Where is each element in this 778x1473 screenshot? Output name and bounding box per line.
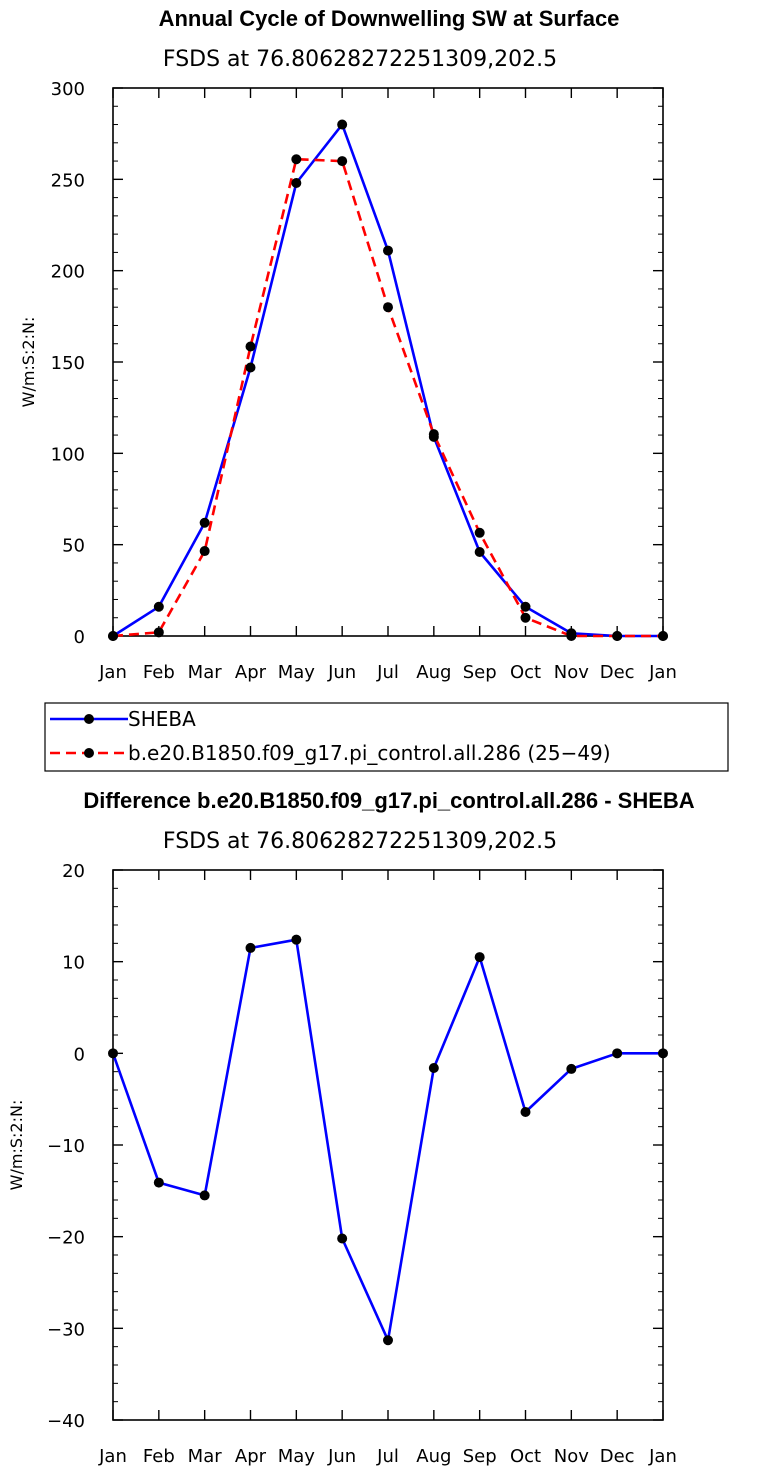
x-tick-label: Oct xyxy=(510,1446,541,1467)
data-point-series-1 xyxy=(428,429,439,440)
chart1-title: Annual Cycle of Downwelling SW at Surfac… xyxy=(159,6,620,31)
data-point-series-0 xyxy=(291,177,302,188)
data-point-series-0 xyxy=(153,1177,164,1188)
data-point-series-0 xyxy=(658,1048,668,1059)
x-tick-label: Dec xyxy=(600,662,635,683)
x-tick-label: Jul xyxy=(376,1446,399,1467)
data-point-series-1 xyxy=(566,631,577,641)
data-point-series-0 xyxy=(153,601,164,612)
data-point-series-0 xyxy=(108,1048,118,1059)
x-tick-label: Feb xyxy=(143,1446,175,1467)
chart1-axes: 0 50 100 150 200 250 300 Jan Feb Mar Apr May Jun Jul A… xyxy=(51,79,677,683)
chart1-series-layer xyxy=(108,119,668,641)
data-point-series-1 xyxy=(474,527,485,538)
y-tick-label: 100 xyxy=(51,444,85,465)
chart-difference: Difference b.e20.B1850.f09_g17.pi_contro… xyxy=(7,788,695,1467)
data-point-series-0 xyxy=(612,1048,623,1059)
data-point-series-0 xyxy=(383,245,393,256)
data-point-series-0 xyxy=(383,1335,393,1346)
chart1-subtitle: FSDS at 76.80628272251309,202.5 xyxy=(163,47,557,72)
y-tick-label: 20 xyxy=(62,861,85,882)
legend-label-sheba: SHEBA xyxy=(128,707,196,731)
y-tick-label: −20 xyxy=(47,1228,85,1249)
x-tick-label: Mar xyxy=(188,1446,223,1467)
y-tick-label: 0 xyxy=(74,1044,85,1065)
x-tick-label: May xyxy=(278,1446,316,1467)
data-point-series-1 xyxy=(291,154,302,165)
x-tick-label: Jul xyxy=(376,662,399,683)
legend-box xyxy=(44,702,729,772)
chart1-ylabel: W/m:S:2:N: xyxy=(19,317,38,408)
data-point-series-0 xyxy=(520,601,531,612)
x-tick-label: Apr xyxy=(235,1446,267,1467)
data-point-series-0 xyxy=(245,362,256,373)
x-tick-label: Aug xyxy=(416,1446,451,1467)
data-point-series-0 xyxy=(291,934,302,945)
x-tick-label: May xyxy=(278,662,316,683)
data-point-series-0 xyxy=(199,1190,210,1201)
data-point-series-1 xyxy=(199,546,210,557)
data-point-series-1 xyxy=(245,341,256,352)
x-tick-label: Sep xyxy=(463,662,497,683)
x-tick-label: Jan xyxy=(98,662,127,683)
data-point-series-1 xyxy=(153,627,164,638)
y-tick-label: 200 xyxy=(51,262,85,283)
x-tick-label: Dec xyxy=(600,1446,635,1467)
legend-marker-sheba xyxy=(84,714,94,724)
legend-label-model: b.e20.B1850.f09_g17.pi_control.all.286 (… xyxy=(128,741,611,765)
data-point-series-0 xyxy=(566,1063,577,1074)
y-tick-label: 300 xyxy=(51,79,85,100)
legend-marker-model xyxy=(84,748,94,758)
x-tick-label: Jan xyxy=(648,662,677,683)
data-point-series-0 xyxy=(337,119,348,130)
data-point-series-0 xyxy=(337,1233,348,1244)
data-point-series-1 xyxy=(658,631,668,641)
x-tick-label: Oct xyxy=(510,662,541,683)
data-point-series-1 xyxy=(108,631,118,641)
y-tick-label: 250 xyxy=(51,170,85,191)
data-point-series-0 xyxy=(245,942,256,953)
x-tick-label: Jun xyxy=(327,662,356,683)
x-tick-label: Nov xyxy=(554,662,589,683)
y-tick-label: −30 xyxy=(47,1319,85,1340)
data-point-series-0 xyxy=(474,952,485,963)
y-tick-label: 10 xyxy=(62,953,85,974)
y-tick-label: −10 xyxy=(47,1136,85,1157)
chart1-legend: SHEBA b.e20.B1850.f09_g17.pi_control.all… xyxy=(44,702,729,772)
chart2-axes: −40 −30 −20 −10 0 10 20 Jan Feb Mar Apr May Jun Jul Au… xyxy=(47,861,677,1467)
chart2-ylabel: W/m:S:2:N: xyxy=(7,1100,26,1191)
data-point-series-1 xyxy=(520,612,531,623)
x-tick-label: Jan xyxy=(98,1446,127,1467)
x-tick-label: Feb xyxy=(143,662,175,683)
plot-frame xyxy=(112,87,664,637)
x-tick-label: Apr xyxy=(235,662,267,683)
data-point-series-1 xyxy=(337,156,348,167)
data-point-series-0 xyxy=(474,546,485,557)
y-tick-label: 150 xyxy=(51,353,85,374)
x-tick-label: Jan xyxy=(648,1446,677,1467)
chart2-series-layer xyxy=(108,934,668,1346)
x-tick-label: Jun xyxy=(327,1446,356,1467)
data-point-series-0 xyxy=(520,1107,531,1117)
series-line-1 xyxy=(112,157,663,638)
x-tick-label: Sep xyxy=(463,1446,497,1467)
x-tick-label: Nov xyxy=(554,1446,589,1467)
chart2-title: Difference b.e20.B1850.f09_g17.pi_contro… xyxy=(83,788,694,813)
x-tick-label: Aug xyxy=(416,662,451,683)
y-tick-label: 0 xyxy=(74,627,85,648)
x-tick-label: Mar xyxy=(188,662,223,683)
y-tick-label: −40 xyxy=(47,1411,85,1432)
data-point-series-0 xyxy=(199,517,210,528)
series-line-0 xyxy=(111,938,663,1342)
chart-annual-cycle: Annual Cycle of Downwelling SW at Surfac… xyxy=(19,6,729,772)
series-line-0 xyxy=(112,123,663,638)
y-tick-label: 50 xyxy=(62,536,85,557)
chart2-subtitle: FSDS at 76.80628272251309,202.5 xyxy=(163,829,557,854)
data-point-series-1 xyxy=(612,631,623,641)
data-point-series-0 xyxy=(428,1063,439,1073)
data-point-series-1 xyxy=(383,302,393,313)
